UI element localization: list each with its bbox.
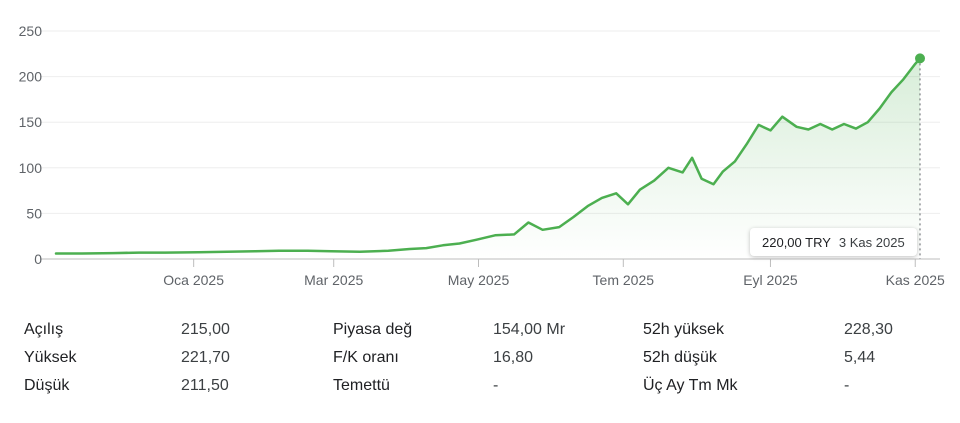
- stats-row: Düşük 211,50 Temettü - Üç Ay Tm Mk -: [0, 372, 960, 400]
- stat-value-open: 215,00: [181, 321, 230, 338]
- stat-value-market-cap: 154,00 Mr: [493, 321, 566, 338]
- stat-value-quarterly-div: -: [844, 377, 850, 394]
- stat-value-pe-ratio: 16,80: [493, 349, 534, 366]
- stat-label-52w-low: 52h düşük: [643, 349, 717, 366]
- last-point-marker[interactable]: [915, 53, 925, 64]
- stat-label-market-cap: Piyasa değ: [333, 321, 413, 338]
- y-tick-label: 250: [19, 23, 43, 39]
- stat-label-dividend: Temettü: [333, 377, 390, 394]
- tooltip-price: 220,00 TRY: [762, 234, 831, 250]
- stats-table: Açılış 215,00 Piyasa değ 154,00 Mr 52h y…: [0, 316, 960, 400]
- stat-label-quarterly-div: Üç Ay Tm Mk: [643, 377, 738, 394]
- price-chart[interactable]: 0 50 100 150 200 250 Oca 2025 Mar 2025 May 2025…: [0, 0, 960, 300]
- series-area-fill: [56, 58, 920, 260]
- stat-label-pe-ratio: F/K oranı: [333, 349, 399, 366]
- stat-value-dividend: -: [493, 377, 499, 394]
- stats-row: Yüksek 221,70 F/K oranı 16,80 52h düşük …: [0, 344, 960, 372]
- stat-value-low: 211,50: [181, 377, 229, 394]
- stat-label-high: Yüksek: [24, 349, 77, 366]
- stat-value-52w-high: 228,30: [844, 321, 893, 338]
- stat-label-open: Açılış: [24, 321, 64, 338]
- stat-value-52w-low: 5,44: [844, 349, 876, 366]
- stats-row: Açılış 215,00 Piyasa değ 154,00 Mr 52h y…: [0, 316, 960, 344]
- x-tick-label: Mar 2025: [304, 272, 363, 288]
- stat-label-52w-high: 52h yüksek: [643, 321, 724, 338]
- y-tick-label: 150: [19, 114, 43, 130]
- y-tick-label: 200: [19, 69, 43, 85]
- x-tick-label: Eyl 2025: [743, 272, 798, 288]
- series-line: [54, 57, 922, 255]
- x-tick-label: Tem 2025: [593, 272, 655, 288]
- x-tick-label: Oca 2025: [163, 272, 224, 288]
- price-tooltip: 220,00 TRY 3 Kas 2025: [750, 228, 917, 256]
- y-axis-labels: 0 50 100 150 200 250: [19, 23, 43, 267]
- tooltip-date: 3 Kas 2025: [838, 234, 905, 250]
- y-tick-label: 100: [19, 160, 43, 176]
- y-tick-label: 0: [34, 251, 42, 267]
- x-tick-label: May 2025: [448, 272, 510, 288]
- x-tick-label: Kas 2025: [886, 272, 945, 288]
- x-axis-labels: Oca 2025 Mar 2025 May 2025 Tem 2025 Eyl 2025…: [163, 272, 945, 288]
- stat-value-high: 221,70: [181, 349, 230, 366]
- stat-label-low: Düşük: [24, 377, 70, 394]
- y-tick-label: 50: [26, 205, 42, 221]
